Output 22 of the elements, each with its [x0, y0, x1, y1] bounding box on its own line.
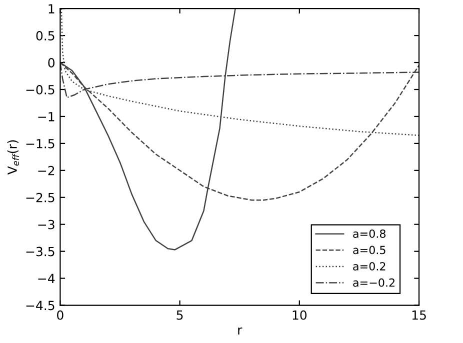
y-tick-label: −4.5 [26, 300, 54, 310]
legend-label: a=0.2 [353, 262, 386, 270]
y-tick-label: −3.5 [26, 246, 54, 256]
y-tick-label: −3 [38, 220, 54, 230]
y-tick-label: −1.5 [26, 139, 54, 148]
x-tick-label: 0 [57, 310, 64, 320]
y-tick-label: −2 [38, 166, 54, 176]
y-tick-label: −0.5 [26, 84, 54, 94]
y-tick-label: 0.5 [36, 31, 54, 40]
x-tick-label: 5 [176, 310, 183, 320]
y-tick-label: −2.5 [26, 192, 54, 202]
y-tick-label: 1 [48, 4, 54, 14]
x-tick-label: 15 [412, 310, 426, 320]
x-axis-title: r [238, 328, 242, 335]
y-axis-title: V$_{eff}$(r) [7, 140, 19, 175]
x-tick-label: 10 [292, 310, 307, 320]
legend-label: a=0.5 [353, 246, 386, 254]
legend-label: a=0.8 [353, 229, 386, 238]
y-tick-label: 0 [48, 58, 54, 68]
y-tick-label: −4 [38, 274, 55, 284]
y-tick-label: −1 [38, 112, 54, 122]
legend-label: a=−0.2 [353, 278, 394, 287]
